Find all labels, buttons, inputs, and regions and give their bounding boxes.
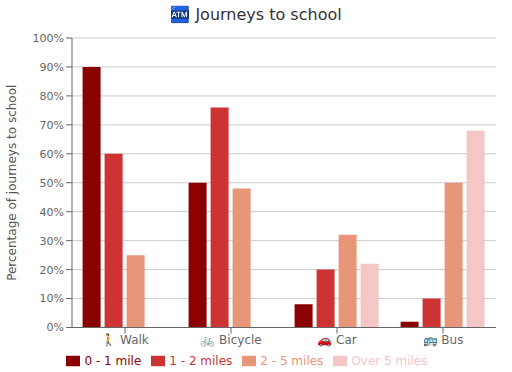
html-text:2 - 5 miles: 2 - 5 miles: [260, 353, 324, 368]
svg-text:🚗 Car: 🚗 Car: [317, 333, 357, 347]
svg-text:70%: 70%: [40, 119, 64, 132]
html-text:Over 5 miles: Over 5 miles: [351, 353, 428, 368]
svg-text:80%: 80%: [40, 90, 64, 103]
svg-text:20%: 20%: [40, 264, 64, 277]
html-text:0 - 1 mile: 0 - 1 mile: [84, 353, 142, 368]
svg-text:🚲 Bicycle: 🚲 Bicycle: [200, 333, 261, 347]
svg-text:100%: 100%: [33, 32, 64, 45]
svg-text:0%: 0%: [47, 321, 64, 334]
svg-text:40%: 40%: [40, 206, 64, 219]
svg-text:50%: 50%: [40, 177, 64, 190]
svg-text:🚌 Bus: 🚌 Bus: [423, 333, 464, 347]
svg-text:Percentage of journeys to scho: Percentage of journeys to school: [8, 85, 19, 281]
svg-text:90%: 90%: [40, 61, 64, 74]
svg-text:🚶 Walk: 🚶 Walk: [101, 333, 149, 347]
svg-text:30%: 30%: [40, 235, 64, 248]
html-text:🏧 Journeys to school: 🏧 Journeys to school: [170, 5, 342, 24]
html-text:1 - 2 miles: 1 - 2 miles: [169, 353, 233, 368]
svg-text:10%: 10%: [40, 292, 64, 305]
svg-text:60%: 60%: [40, 148, 64, 161]
